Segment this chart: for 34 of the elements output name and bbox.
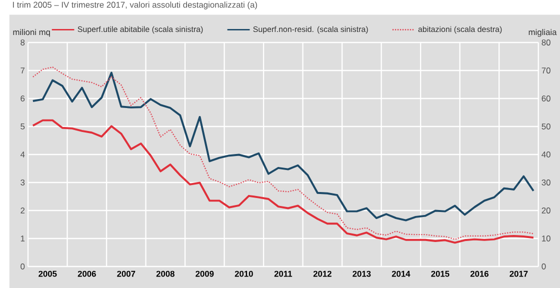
y2-tick-label: 10	[542, 235, 550, 242]
x-tick-label: 2014	[392, 270, 410, 277]
x-tick-label: 2011	[274, 270, 292, 277]
x-tick-label: 2013	[352, 270, 371, 277]
x-tick-label: 2005	[38, 270, 57, 277]
y-tick-label: 6	[20, 95, 25, 102]
x-tick-label: 2006	[78, 270, 96, 277]
y2-tick-label: 80	[542, 39, 550, 46]
y-tick-label: 2	[20, 208, 25, 214]
y2-tick-label: 30	[542, 179, 550, 186]
y-tick-label: 0	[20, 263, 25, 270]
y2-tick-label: 0	[542, 263, 546, 270]
x-tick-label: 2010	[234, 270, 253, 277]
y2-tick-label: 40	[542, 151, 550, 158]
x-tick-label: 2008	[156, 270, 174, 277]
x-tick-label: 2016	[470, 270, 488, 277]
x-tick-label: 2007	[117, 270, 136, 277]
y-tick-label: 1	[20, 236, 25, 242]
y2-tick-label: 20	[542, 207, 550, 214]
x-tick-label: 2012	[313, 270, 332, 277]
y-tick-label: 3	[20, 179, 25, 186]
y2-tick-label: 60	[542, 95, 550, 102]
y-tick-label: 7	[20, 68, 25, 74]
y2-axis-title: migliaia	[528, 28, 557, 37]
y-tick-label: 4	[20, 152, 25, 158]
y-tick-label: 5	[20, 124, 25, 130]
x-tick-label: 2015	[431, 270, 450, 277]
x-tick-label: 2017	[510, 270, 528, 277]
y2-tick-label: 70	[542, 67, 550, 74]
y2-tick-label: 50	[542, 123, 550, 130]
chart-subtitle: I trim 2005 – IV trimestre 2017, valori assoluti destagionalizzati (a)	[13, 2, 257, 10]
y-axis-title: milioni mq	[13, 28, 50, 37]
y-tick-label: 8	[20, 39, 25, 46]
x-tick-label: 2009	[196, 270, 214, 277]
